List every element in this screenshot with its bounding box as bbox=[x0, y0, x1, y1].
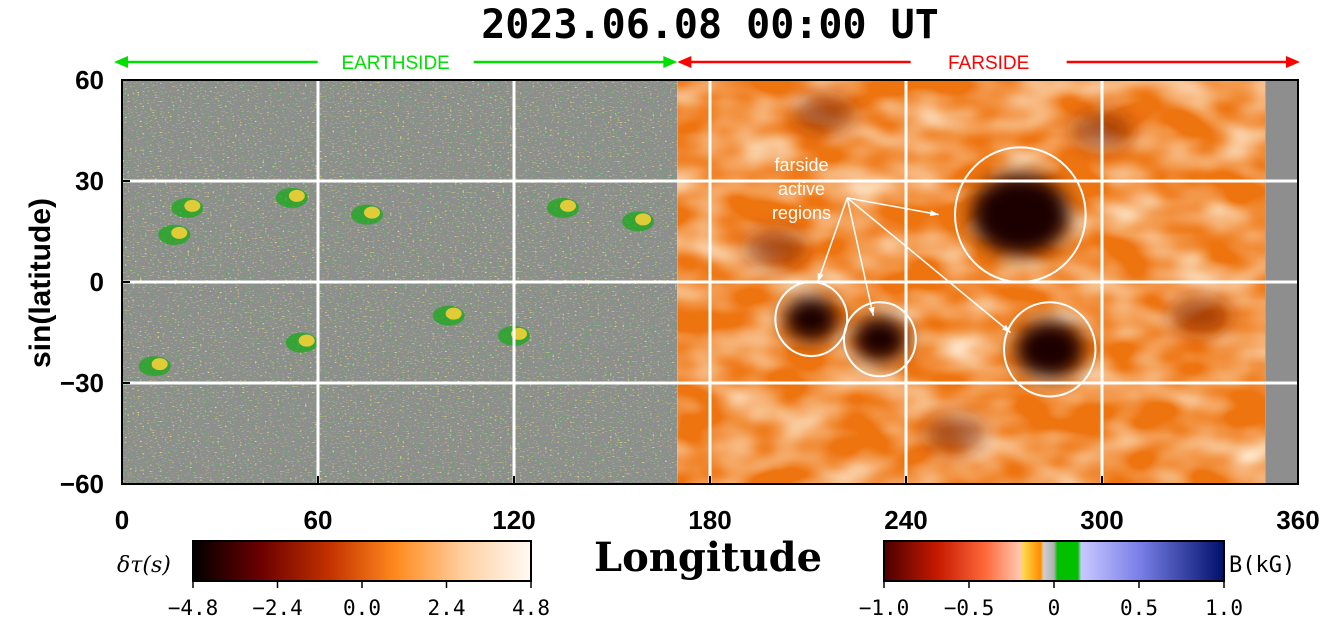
x-tick-label: 180 bbox=[688, 505, 731, 535]
tau-colorbar-label: δτ(s) bbox=[117, 553, 171, 578]
annotation-line: active bbox=[778, 179, 825, 199]
colorbar-tick-label: −4.8 bbox=[168, 596, 219, 620]
farside-arrowhead-right bbox=[1286, 56, 1300, 68]
colorbar-tick-label: 0.5 bbox=[1120, 596, 1158, 620]
flux-cluster-core bbox=[364, 206, 380, 219]
annotation-line: regions bbox=[772, 203, 831, 223]
colorbar-tick-label: −1.0 bbox=[859, 596, 910, 620]
farside-active-regions-annotation: farside active regions bbox=[772, 146, 1097, 398]
x-tick-label: 120 bbox=[492, 505, 535, 535]
colorbar-tick-label: 0.0 bbox=[343, 596, 381, 620]
b-colorbar-label: B(kG) bbox=[1229, 553, 1295, 578]
flux-cluster-core bbox=[298, 334, 315, 347]
colorbar-tick-label: 2.4 bbox=[428, 596, 466, 620]
tau-colorbar-ticks: −4.8 −2.4 0.0 2.4 4.8 bbox=[168, 581, 550, 620]
y-axis-label: sin(latitude) bbox=[24, 198, 57, 368]
annotation-arrow bbox=[846, 197, 1012, 334]
y-tick-label: 60 bbox=[75, 65, 104, 95]
flux-cluster-core bbox=[445, 307, 462, 320]
flux-cluster-core bbox=[151, 358, 168, 371]
annotation-arrowhead bbox=[929, 210, 939, 217]
y-tick-label: −60 bbox=[60, 469, 104, 499]
flux-cluster-core bbox=[171, 226, 188, 239]
farside-label: FARSIDE bbox=[948, 53, 1029, 74]
y-tick-label: 30 bbox=[75, 166, 104, 196]
farside-dark-region bbox=[971, 174, 1070, 256]
active-region-circle bbox=[842, 301, 917, 378]
annotation-arrow bbox=[847, 197, 939, 216]
flux-cluster-core bbox=[288, 189, 305, 202]
farside-shadow bbox=[1170, 297, 1230, 334]
farside-label-bg bbox=[910, 50, 1067, 74]
colorbar-tick-label: 1.0 bbox=[1205, 596, 1243, 620]
earthside-arrowhead-right bbox=[663, 56, 678, 68]
grid-lines bbox=[122, 80, 1298, 484]
y-tick-label: −30 bbox=[60, 368, 104, 398]
y-tick-label: 0 bbox=[90, 267, 104, 297]
earthside-label: EARTHSIDE bbox=[341, 53, 449, 74]
farside-dark-region bbox=[1015, 321, 1085, 378]
flux-cluster-core bbox=[635, 213, 652, 226]
x-axis-label: Longitude bbox=[594, 534, 822, 581]
farside-shadow bbox=[925, 415, 985, 452]
farside-shadow bbox=[745, 230, 806, 267]
colorbar-tick-label: 0 bbox=[1048, 596, 1061, 620]
annotation-arrowhead bbox=[817, 273, 824, 282]
earthside-arrowhead-left bbox=[114, 56, 128, 68]
b-colorbar: B(kG) −1.0 −0.5 0 0.5 1.0 bbox=[859, 540, 1295, 620]
x-tick-label: 0 bbox=[115, 505, 129, 535]
annotation-arrowhead bbox=[1002, 324, 1011, 333]
colorbar-tick-label: −0.5 bbox=[944, 596, 995, 620]
y-axis-ticks: 60 30 0 −30 −60 bbox=[60, 65, 130, 499]
flux-cluster-core bbox=[560, 199, 576, 212]
x-tick-label: 240 bbox=[884, 505, 927, 535]
earthside-label-bg bbox=[317, 50, 474, 74]
x-tick-label: 60 bbox=[304, 505, 333, 535]
active-region-circle bbox=[1002, 301, 1097, 398]
farside-arrowhead-left bbox=[677, 56, 692, 68]
annotation-line: farside bbox=[774, 155, 828, 175]
flux-cluster-core bbox=[184, 199, 201, 212]
farside-dark-regions bbox=[745, 95, 1230, 452]
chart-title: 2023.06.08 00:00 UT bbox=[481, 2, 939, 48]
farside-dark-region bbox=[784, 296, 839, 342]
x-tick-label: 300 bbox=[1080, 505, 1123, 535]
x-axis-ticks: 0 60 120 180 240 300 360 bbox=[115, 476, 1320, 535]
b-colorbar-ticks: −1.0 −0.5 0 0.5 1.0 bbox=[859, 581, 1243, 620]
colorbar-tick-label: −2.4 bbox=[252, 596, 303, 620]
tau-colorbar-bar bbox=[192, 540, 532, 582]
b-colorbar-bar bbox=[883, 540, 1225, 582]
active-region-spots bbox=[138, 187, 655, 377]
tau-colorbar: δτ(s) −4.8 −2.4 0.0 2.4 4.8 bbox=[117, 540, 550, 620]
annotation-arrow bbox=[846, 197, 875, 316]
active-region-circle bbox=[954, 146, 1087, 284]
farside-shadow bbox=[794, 95, 855, 132]
colorbar-tick-label: 4.8 bbox=[512, 596, 550, 620]
x-tick-label: 360 bbox=[1276, 505, 1319, 535]
annotation-arrowhead bbox=[868, 306, 875, 316]
active-region-circle bbox=[774, 281, 849, 358]
annotation-arrow bbox=[817, 197, 848, 283]
farside-dark-region bbox=[852, 317, 907, 362]
region-arrows: EARTHSIDE FARSIDE bbox=[114, 50, 1300, 74]
